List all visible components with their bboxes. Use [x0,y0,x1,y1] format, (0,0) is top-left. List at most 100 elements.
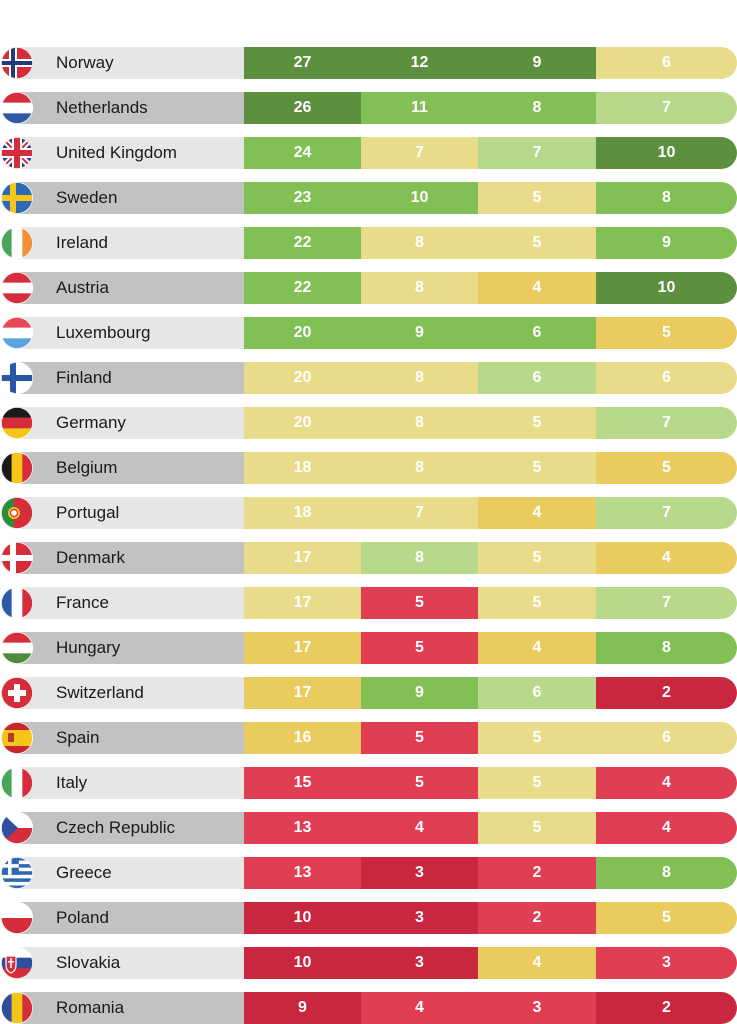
value-cell-col2: 12 [361,47,478,79]
country-band [14,767,244,799]
value-cell-col3: 5 [478,542,596,574]
table-row: Austria 22 8 4 10 [0,272,737,304]
country-name: Netherlands [56,98,148,117]
country-name: Austria [56,278,109,297]
country-name: Czech Republic [56,818,176,837]
table-row: Greece 13 3 2 8 [0,857,737,889]
country-name: Norway [56,53,114,72]
value-cell-col4: 8 [596,182,737,214]
country-name: Germany [56,413,126,432]
country-name: Portugal [56,503,120,522]
value-cell-col1: 20 [244,317,361,349]
value-cell-col3: 5 [478,407,596,439]
value-cell-col3: 5 [478,722,596,754]
country-name: Romania [56,998,125,1017]
country-name: Slovakia [56,953,121,972]
country-band [14,452,244,484]
value-cell-col3: 4 [478,947,596,979]
table-row: Belgium 18 8 5 5 [0,452,737,484]
norway-flag-icon [1,47,33,79]
value-cell-col2: 3 [361,902,478,934]
value-cell-col2: 3 [361,947,478,979]
value-cell-col3: 4 [478,497,596,529]
czech-republic-flag-icon [1,812,33,844]
value-cell-col3: 5 [478,587,596,619]
value-cell-col1: 22 [244,227,361,259]
ireland-flag-icon [1,227,33,259]
table-row: France 17 5 5 7 [0,587,737,619]
table-row: Poland 10 3 2 5 [0,902,737,934]
value-cell-col2: 5 [361,722,478,754]
sweden-flag-icon [1,182,33,214]
value-cell-col2: 7 [361,497,478,529]
value-cell-col2: 5 [361,632,478,664]
value-cell-col3: 9 [478,47,596,79]
value-cell-col4: 2 [596,677,737,709]
value-cell-col4: 10 [596,272,737,304]
value-cell-col4: 5 [596,452,737,484]
table-row: Sweden 23 10 5 8 [0,182,737,214]
value-cell-col2: 10 [361,182,478,214]
value-cell-col3: 5 [478,227,596,259]
country-band [14,632,244,664]
value-cell-col4: 4 [596,812,737,844]
country-name: Finland [56,368,112,387]
value-cell-col1: 18 [244,452,361,484]
table-row: Slovakia 10 3 4 3 [0,947,737,979]
country-name: Italy [56,773,88,792]
country-band [14,407,244,439]
table-row: Hungary 17 5 4 8 [0,632,737,664]
country-name: Ireland [56,233,108,252]
value-cell-col2: 3 [361,857,478,889]
country-band [14,317,244,349]
country-band [14,47,244,79]
value-cell-col2: 8 [361,407,478,439]
value-cell-col4: 7 [596,407,737,439]
value-cell-col2: 5 [361,767,478,799]
country-band [14,542,244,574]
value-cell-col2: 8 [361,227,478,259]
value-cell-col4: 6 [596,362,737,394]
romania-flag-icon [1,992,33,1024]
value-cell-col3: 5 [478,767,596,799]
value-cell-col1: 9 [244,992,361,1024]
greece-flag-icon [1,857,33,889]
country-band [14,272,244,304]
country-name: Sweden [56,188,118,207]
portugal-flag-icon [1,497,33,529]
value-cell-col2: 11 [361,92,478,124]
value-cell-col2: 9 [361,677,478,709]
table-row: Netherlands 26 11 8 7 [0,92,737,124]
country-band [14,182,244,214]
value-cell-col1: 16 [244,722,361,754]
value-cell-col2: 4 [361,812,478,844]
value-cell-col4: 6 [596,722,737,754]
belgium-flag-icon [1,452,33,484]
finland-flag-icon [1,362,33,394]
country-band [14,362,244,394]
value-cell-col4: 9 [596,227,737,259]
value-cell-col4: 7 [596,497,737,529]
value-cell-col4: 8 [596,632,737,664]
value-cell-col4: 7 [596,587,737,619]
table-row: Finland 20 8 6 6 [0,362,737,394]
country-band [14,677,244,709]
value-cell-col1: 18 [244,497,361,529]
poland-flag-icon [1,902,33,934]
value-cell-col3: 7 [478,137,596,169]
value-cell-col4: 7 [596,92,737,124]
country-band [14,992,244,1024]
value-cell-col1: 17 [244,632,361,664]
value-cell-col3: 5 [478,182,596,214]
country-band [14,227,244,259]
table-row: Denmark 17 8 5 4 [0,542,737,574]
table-row: Ireland 22 8 5 9 [0,227,737,259]
country-name: Luxembourg [56,323,151,342]
country-name: United Kingdom [56,143,177,162]
spain-flag-icon [1,722,33,754]
value-cell-col3: 6 [478,362,596,394]
austria-flag-icon [1,272,33,304]
value-cell-col2: 5 [361,587,478,619]
value-cell-col3: 2 [478,902,596,934]
